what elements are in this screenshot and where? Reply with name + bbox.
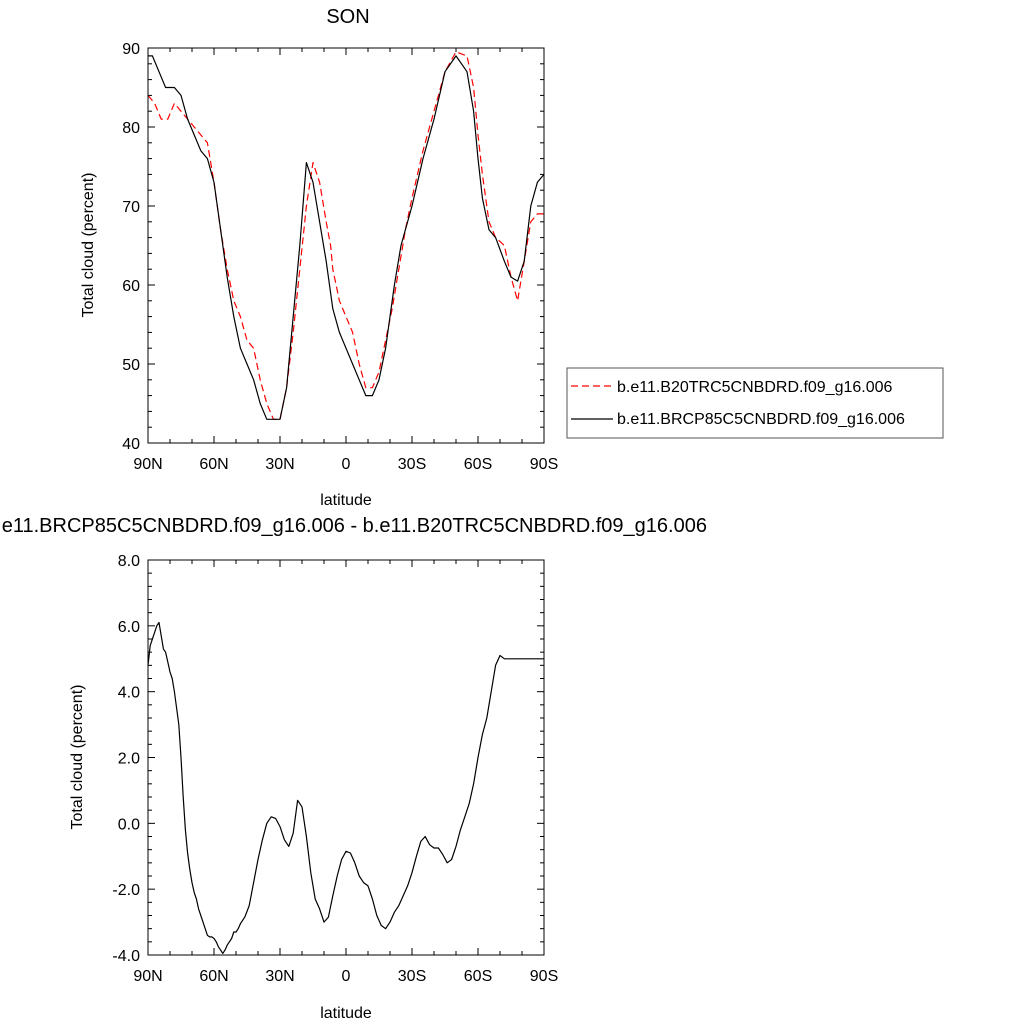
- legend-frame: [566, 367, 944, 439]
- bottom-series-line-0: [147, 621, 544, 954]
- bottom-y-axis-label: Total cloud (percent): [69, 685, 86, 830]
- top-x-tick-label: 90N: [133, 456, 162, 473]
- top-y-tick-label: 60: [122, 278, 140, 295]
- bottom-x-tick-label: 30S: [398, 968, 426, 985]
- top-plot-frame: [147, 47, 545, 444]
- bottom-x-tick-label: 30N: [265, 968, 294, 985]
- legend: b.e11.B20TRC5CNBDRD.f09_g16.006 b.e11.BR…: [566, 367, 944, 439]
- bottom-y-tick-label: 2.0: [118, 751, 140, 768]
- top-x-axis-label: latitude: [320, 492, 372, 509]
- legend-label-brcp85: b.e11.BRCP85C5CNBDRD.f09_g16.006: [617, 411, 905, 428]
- bottom-plot-frame: [147, 559, 545, 956]
- top-axis-ticks: 90N 60N 30N 0 30S 60S 90S 40 50 60 70 80 90: [122, 41, 558, 473]
- top-series-line-1: [148, 55, 545, 420]
- bottom-panel: b.e11.BRCP85C5CNBDRD.f09_g16.006 - b.e11…: [0, 515, 707, 1022]
- bottom-y-tick-label: 0.0: [118, 816, 140, 833]
- top-x-tick-label: 60N: [199, 456, 228, 473]
- top-x-tick-label: 90S: [530, 456, 558, 473]
- bottom-y-tick-label: 8.0: [118, 553, 140, 570]
- top-y-tick-label: 80: [122, 120, 140, 137]
- bottom-y-tick-label: 4.0: [118, 685, 140, 702]
- top-x-tick-label: 30N: [265, 456, 294, 473]
- legend-label-b20tr: b.e11.B20TRC5CNBDRD.f09_g16.006: [617, 379, 893, 396]
- top-panel: SON 90N 60N 30N 0 30S 60S 90S 40 50 60 70 80 90 lati…: [80, 6, 944, 509]
- top-y-tick-label: 70: [122, 199, 140, 216]
- bottom-x-tick-label: 0: [342, 968, 351, 985]
- bottom-x-tick-label: 60N: [199, 968, 228, 985]
- top-x-tick-label: 30S: [398, 456, 426, 473]
- bottom-axis-ticks: 90N 60N 30N 0 30S 60S 90S -4.0 -2.0 0.0 2.0 4.0 6.0 8…: [112, 553, 558, 985]
- bottom-x-axis-label: latitude: [320, 1005, 372, 1022]
- bottom-x-tick-label: 60S: [464, 968, 492, 985]
- top-series-group: [147, 51, 545, 420]
- top-y-tick-label: 40: [122, 436, 140, 453]
- bottom-x-tick-label: 90S: [530, 968, 558, 985]
- top-x-tick-label: 60S: [464, 456, 492, 473]
- top-x-tick-label: 0: [342, 456, 351, 473]
- bottom-y-tick-label: -4.0: [112, 948, 140, 965]
- bottom-series-group: [147, 621, 544, 954]
- bottom-x-tick-label: 90N: [133, 968, 162, 985]
- bottom-chart-title: b.e11.BRCP85C5CNBDRD.f09_g16.006 - b.e11…: [0, 515, 707, 537]
- bottom-y-tick-label: 6.0: [118, 619, 140, 636]
- top-chart-title: SON: [326, 6, 369, 28]
- top-y-tick-label: 50: [122, 357, 140, 374]
- top-y-tick-label: 90: [122, 41, 140, 58]
- top-series-line-0: [147, 51, 544, 420]
- bottom-y-tick-label: -2.0: [112, 882, 140, 899]
- top-y-axis-label: Total cloud (percent): [80, 173, 97, 318]
